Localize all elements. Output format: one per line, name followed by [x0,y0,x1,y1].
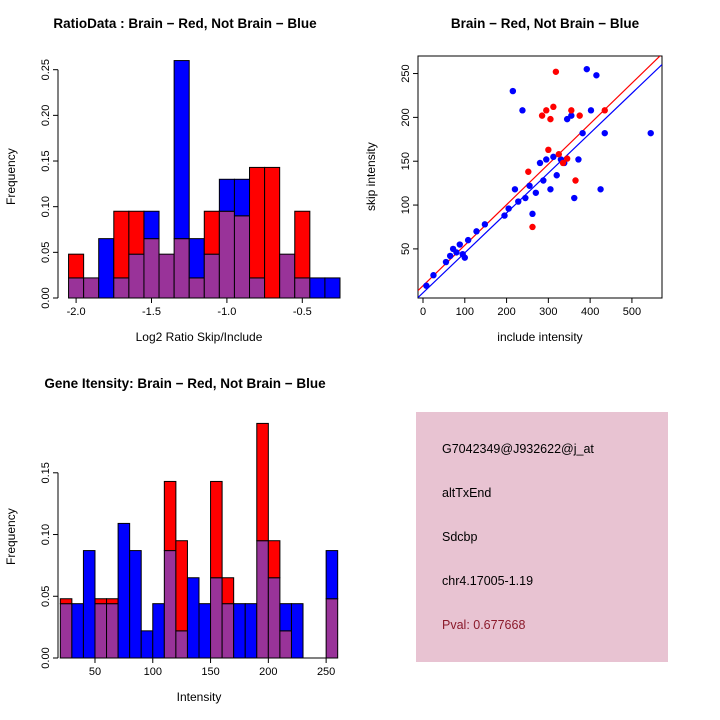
svg-text:0.10: 0.10 [40,196,52,217]
svg-text:-2.0: -2.0 [67,306,86,318]
svg-text:50: 50 [400,243,412,255]
svg-text:100: 100 [456,306,474,318]
intensity-scatter-title: Brain − Red, Not Brain − Blue [450,16,640,31]
gene-intensity-histogram-canvas: 50 100 150 200 250 0.00 0.05 0.10 0.15 [40,422,339,678]
svg-text:0.15: 0.15 [40,462,52,483]
pval-text: Pval: 0.677668 [442,618,526,632]
gene-intensity-histogram-title: Gene Itensity: Brain − Red, Not Brain − … [44,376,326,391]
svg-text:250: 250 [317,666,335,678]
gene-symbol-text: Sdcbp [442,530,478,544]
svg-text:-1.0: -1.0 [217,306,236,318]
gene-info-box: G7042349@J932622@j_at altTxEnd Sdcbp chr… [416,412,668,662]
probe-id-text: G7042349@J932622@j_at [442,442,594,456]
gene-intensity-histogram-ylabel: Frequency [4,508,18,566]
panel-gene-info: G7042349@J932622@j_at altTxEnd Sdcbp chr… [360,360,720,720]
svg-text:200: 200 [259,666,277,678]
svg-text:100: 100 [144,666,162,678]
gene-intensity-histogram-xlabel: Intensity [176,690,222,704]
svg-text:150: 150 [201,666,219,678]
svg-text:-0.5: -0.5 [293,306,312,318]
svg-text:50: 50 [89,666,101,678]
svg-text:300: 300 [539,306,557,318]
splice-event-text: altTxEnd [442,486,492,500]
intensity-scatter-xlabel: include intensity [497,330,583,344]
panel-gene-intensity-histogram: 50 100 150 200 250 0.00 0.05 0.10 0.15 Gene Iten… [0,360,360,720]
svg-text:200: 200 [400,108,412,126]
svg-text:0.00: 0.00 [40,647,52,668]
svg-text:0.05: 0.05 [40,586,52,607]
svg-text:0.00: 0.00 [40,287,52,308]
panel-intensity-scatter: 0 100 200 300 400 500 50 100 150 200 250 Brain − R… [360,0,720,360]
locus-text: chr4.17005-1.19 [442,574,534,588]
svg-text:0.10: 0.10 [40,524,52,545]
svg-text:250: 250 [400,64,412,82]
ratio-histogram-canvas: -2.0 -1.5 -1.0 -0.5 0.00 0.05 0.10 0.15 0.20 0.25 [40,59,341,318]
ratio-histogram-xlabel: Log2 Ratio Skip/Include [135,330,263,344]
ratio-histogram-ylabel: Frequency [4,148,18,206]
ratio-histogram-title: RatioData : Brain − Red, Not Brain − Blu… [53,16,317,31]
svg-text:150: 150 [400,152,412,170]
svg-text:400: 400 [581,306,599,318]
svg-text:0: 0 [420,306,426,318]
svg-text:-1.5: -1.5 [142,306,161,318]
svg-text:0.25: 0.25 [40,59,52,80]
intensity-scatter-ylabel: skip intensity [364,142,378,212]
svg-text:100: 100 [400,196,412,214]
svg-text:0.20: 0.20 [40,105,52,126]
svg-text:0.05: 0.05 [40,242,52,263]
panel-ratio-histogram: -2.0 -1.5 -1.0 -0.5 0.00 0.05 0.10 0.15 0.20 0.25… [0,0,360,360]
svg-text:0.15: 0.15 [40,150,52,171]
svg-text:200: 200 [497,306,515,318]
intensity-scatter-canvas: 0 100 200 300 400 500 50 100 150 200 250 [400,55,663,318]
svg-text:500: 500 [623,306,641,318]
